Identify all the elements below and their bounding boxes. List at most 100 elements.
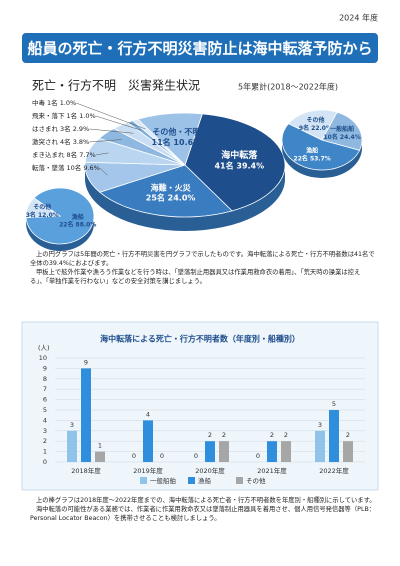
bar-value-label: 0 <box>194 452 198 460</box>
slice-name: 海中転落 <box>221 149 258 161</box>
bar-value-label: 4 <box>146 410 150 418</box>
leader-line <box>76 102 146 130</box>
slice-value: 1名 1.0% <box>47 98 76 107</box>
y-tick-label: 9 <box>43 364 47 372</box>
subtitle: 死亡・行方不明 災害発生状況 <box>32 78 200 93</box>
slice-name: 激突され <box>32 137 59 146</box>
slice-label: はさまれ 3名 2.9% <box>32 124 89 133</box>
bar <box>205 441 215 462</box>
slice-name: その他 <box>306 116 324 124</box>
slice-name: 海難・火災 <box>151 182 192 192</box>
slice-name: その他 <box>33 203 51 211</box>
pie-slice <box>137 112 203 166</box>
bar-value-label: 1 <box>98 442 102 450</box>
pie-slice <box>98 164 233 218</box>
bar-value-label: 3 <box>70 421 74 429</box>
slice-value: 3名 12.0% <box>26 211 59 219</box>
bar <box>67 430 77 462</box>
slice-name: 飛来・落下 <box>32 111 65 120</box>
leader-line <box>99 167 108 176</box>
pie-slice <box>281 123 361 171</box>
year: 2024 年度 <box>339 13 378 23</box>
slice-value: 1名 1.0% <box>67 111 96 120</box>
slice-value: 11名 10.6% <box>152 137 202 147</box>
bar <box>315 430 325 462</box>
paragraph: 甲板上で舷外作業や漁ろう作業などを行う時は、「墜落制止用器具又は作業用救命衣の着… <box>30 269 361 285</box>
slice-name: まき込まれ <box>32 150 65 159</box>
y-tick-label: 8 <box>43 375 47 383</box>
pie-slice <box>321 111 363 151</box>
slice-value: 3名 2.9% <box>60 124 89 133</box>
slice-label: まき込まれ 8名 7.7% <box>32 150 96 159</box>
x-tick-label: 2021年度 <box>257 466 287 475</box>
leader-line <box>89 128 134 134</box>
bar <box>329 410 339 462</box>
legend-label: 一般船舶 <box>150 476 176 485</box>
slice-value: 22名 88.0% <box>59 221 96 229</box>
y-tick-label: 3 <box>43 427 47 435</box>
bar-value-label: 2 <box>222 431 226 439</box>
legend-swatch <box>188 477 195 484</box>
y-tick-label: 1 <box>43 448 47 456</box>
bar-value-label: 5 <box>332 400 336 408</box>
period: 5年累計(2018〜2022年度) <box>238 82 338 92</box>
bar-value-label: 9 <box>84 358 88 366</box>
paragraph: 上の円グラフは5年間の死亡・行方不明災害を円グラフで示したものです。海中転落によ… <box>30 251 375 267</box>
bar <box>281 441 291 462</box>
slice-value: 10名 9.6% <box>67 163 100 172</box>
x-tick-label: 2022年度 <box>319 466 349 475</box>
bar <box>343 441 353 462</box>
leader-line <box>95 152 109 156</box>
y-tick-label: 5 <box>43 406 47 414</box>
slice-value: 10名 24.4% <box>323 133 360 141</box>
slice-name: 漁船 <box>306 147 318 155</box>
paragraph: 上の棒グラフは2018年度〜2022年度までの、海中転落による死亡者・行方不明者… <box>36 497 376 504</box>
slice-name: 転落・墜落 <box>32 163 65 172</box>
x-tick-label: 2018年度 <box>71 466 101 475</box>
slice-value: 41名 39.4% <box>214 161 264 171</box>
leader-line <box>95 115 142 131</box>
bar-value-label: 2 <box>270 431 274 439</box>
y-tick-label: 10 <box>39 354 47 362</box>
chart-title: 海中転落による死亡・行方不明者数（年度別・船種別） <box>100 334 300 344</box>
y-tick-label: 4 <box>43 416 47 424</box>
slice-name: 漁船 <box>72 213 84 221</box>
slice-label: 飛来・落下 1名 1.0% <box>32 111 96 120</box>
pie-slice <box>25 197 62 218</box>
bar <box>81 368 91 462</box>
title: 船員の死亡・行方不明災害防止は海中転落予防から <box>27 40 372 58</box>
bar-value-label: 3 <box>318 421 322 429</box>
bar-value-label: 2 <box>284 431 288 439</box>
slice-label: 中毒 1名 1.0% <box>32 98 76 107</box>
slice-name: 一般船舶 <box>330 125 354 133</box>
bar-panel <box>21 321 379 491</box>
slice-value: 22名 53.7% <box>294 154 331 162</box>
slice-name: 中毒 <box>32 98 46 107</box>
bar-value-label: 2 <box>346 431 350 439</box>
paragraph: 海中転落の可能性がある業務では、作業者に作業用救命衣又は墜落制止用器具を着用させ… <box>30 506 376 522</box>
y-tick-label: 7 <box>43 385 47 393</box>
bar <box>95 451 105 462</box>
x-tick-label: 2020年度 <box>195 466 225 475</box>
y-tick-label: 2 <box>43 437 47 445</box>
slice-name: はさまれ <box>32 125 59 133</box>
slice-label: 転落・墜落 10名 9.6% <box>32 163 100 172</box>
legend-swatch <box>236 477 243 484</box>
bar <box>219 441 229 462</box>
slice-value: 4名 3.8% <box>60 137 89 146</box>
legend-label: その他 <box>246 476 266 485</box>
slice-value: 8名 7.7% <box>67 150 96 159</box>
slice-value: 9名 22.0% <box>299 124 332 132</box>
legend-swatch <box>140 477 147 484</box>
bar-value-label: 0 <box>256 452 260 460</box>
bar <box>267 441 277 462</box>
leader-line <box>89 139 122 143</box>
slice-name: その他・不明 <box>152 126 200 136</box>
y-tick-label: 6 <box>43 396 47 404</box>
legend-label: 漁船 <box>198 476 212 485</box>
y-tick-label: 0 <box>43 458 47 466</box>
slice-value: 25名 24.0% <box>146 193 196 203</box>
title-banner <box>22 33 378 63</box>
